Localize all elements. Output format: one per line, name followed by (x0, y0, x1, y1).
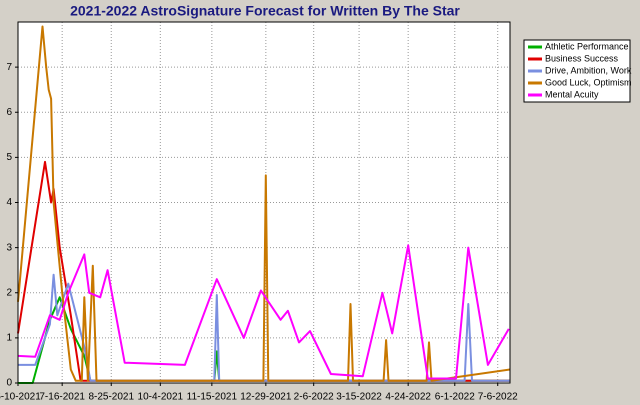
y-tick-label: 7 (6, 62, 12, 73)
x-tick-label: 6-10-2021 (0, 392, 41, 403)
plot-frame (17, 21, 511, 384)
x-tick-label: 10-4-2021 (138, 392, 184, 403)
x-tick-label: 7-6-2022 (478, 392, 518, 403)
series-line (18, 273, 510, 382)
x-tick-label: 6-1-2022 (435, 392, 475, 403)
x-tick-label: 8-25-2021 (88, 392, 134, 403)
y-tick-label: 1 (6, 333, 12, 344)
y-tick-label: 3 (6, 242, 12, 253)
x-tick-label: 4-24-2022 (385, 392, 431, 403)
chart-title: 2021-2022 AstroSignature Forecast for Wr… (70, 3, 460, 19)
legend-label: Good Luck, Optimism (545, 77, 632, 87)
x-tick-label: 2-6-2022 (294, 392, 334, 403)
legend-label: Athletic Performance (545, 41, 629, 51)
x-tick-label: 12-29-2021 (240, 392, 292, 403)
y-tick-label: 0 (6, 378, 12, 389)
y-tick-label: 4 (6, 197, 12, 208)
y-tick-label: 5 (6, 152, 12, 163)
series-line (17, 160, 510, 382)
x-tick-label: 7-16-2021 (39, 392, 85, 403)
legend-label: Business Success (545, 53, 619, 63)
series-line (17, 244, 510, 380)
x-tick-label: 3-15-2022 (336, 392, 382, 403)
legend-label: Drive, Ambition, Work (545, 65, 632, 75)
y-tick-label: 2 (6, 287, 12, 298)
series-line (17, 25, 511, 382)
legend-label: Mental Acuity (545, 89, 599, 99)
y-tick-label: 6 (6, 107, 12, 118)
x-tick-label: 11-15-2021 (187, 392, 238, 403)
